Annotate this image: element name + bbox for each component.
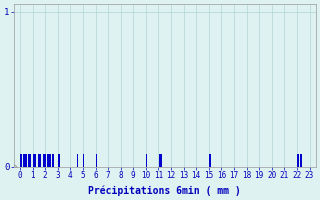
Bar (146, 154, 147, 167)
Bar (159, 154, 160, 167)
Bar (29, 154, 30, 167)
Bar (301, 154, 302, 167)
Bar (70, 154, 71, 167)
Bar (77, 154, 78, 167)
Bar (33, 154, 34, 167)
Bar (83, 154, 84, 167)
Bar (209, 154, 210, 167)
Bar (34, 154, 35, 167)
Bar (30, 154, 31, 167)
Bar (24, 154, 25, 167)
Bar (161, 154, 162, 167)
Bar (53, 154, 54, 167)
Bar (35, 154, 36, 167)
Bar (49, 154, 50, 167)
Bar (20, 154, 21, 167)
Bar (45, 154, 46, 167)
Bar (27, 154, 28, 167)
Bar (21, 154, 22, 167)
Bar (44, 154, 45, 167)
Bar (40, 154, 41, 167)
X-axis label: Précipitations 6min ( mm ): Précipitations 6min ( mm ) (88, 185, 241, 196)
Bar (96, 154, 97, 167)
Bar (160, 154, 161, 167)
Bar (48, 154, 49, 167)
Bar (23, 154, 24, 167)
Bar (38, 154, 39, 167)
Bar (210, 154, 211, 167)
Bar (36, 154, 37, 167)
Bar (39, 154, 40, 167)
Bar (297, 154, 298, 167)
Bar (59, 154, 60, 167)
Bar (43, 154, 44, 167)
Bar (42, 154, 43, 167)
Bar (58, 154, 59, 167)
Bar (25, 154, 26, 167)
Bar (298, 154, 299, 167)
